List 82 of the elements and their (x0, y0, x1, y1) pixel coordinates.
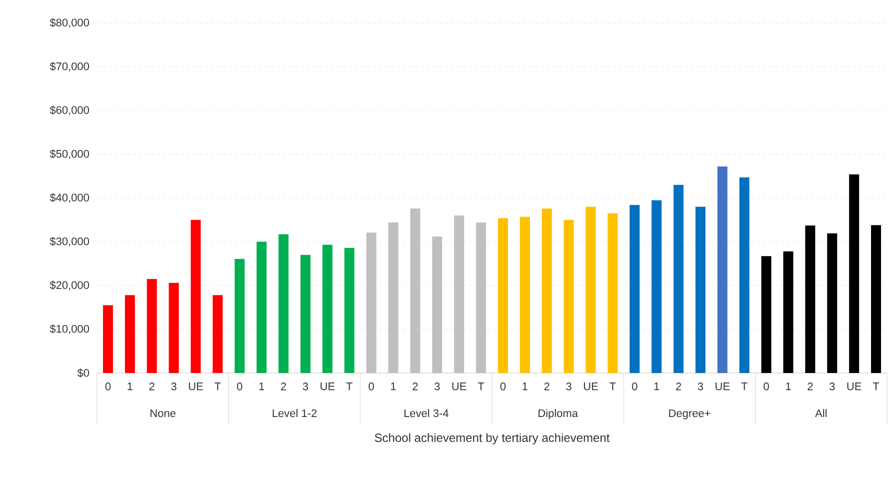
text: Diploma (538, 409, 578, 420)
x-tick-label: 3 (566, 382, 572, 390)
bar (674, 184, 684, 373)
bar (695, 206, 706, 373)
bar (630, 205, 640, 373)
bar (542, 208, 552, 373)
y-tick-label: $10,000 (50, 324, 90, 334)
x-tick-label: 2 (544, 382, 550, 390)
x-tick-label: T (741, 382, 748, 390)
x-tick-label: 1 (522, 382, 528, 390)
bar (849, 174, 860, 373)
bar (300, 254, 310, 373)
x-tick-label: T (346, 382, 352, 390)
y-tick-label: $80,000 (50, 18, 90, 28)
x-tick-label: UE (847, 382, 862, 390)
y-tick-label: $70,000 (50, 62, 90, 72)
text: None (150, 409, 176, 418)
bar (520, 216, 530, 373)
x-tick-label: 1 (786, 382, 791, 390)
bar (586, 206, 596, 373)
y-tick-label: $50,000 (50, 149, 90, 160)
x-tick-label: 2 (281, 382, 286, 390)
x-tick-label: 3 (434, 382, 440, 390)
bar (564, 220, 574, 373)
x-tick-label: UE (452, 382, 466, 390)
x-tick-label: 3 (830, 382, 835, 390)
x-tick-label: T (214, 382, 221, 390)
x-tick-label: 0 (764, 382, 769, 390)
bar (498, 218, 508, 373)
x-tick-label: 3 (698, 382, 704, 390)
y-tick-label: $40,000 (50, 193, 90, 203)
bar (608, 213, 618, 373)
bar (190, 220, 201, 373)
bar (739, 177, 750, 373)
bar (102, 305, 113, 373)
bar (256, 242, 267, 373)
bar (805, 226, 816, 373)
bar (124, 295, 135, 373)
x-tick-label: 1 (259, 382, 264, 390)
bar (278, 234, 289, 373)
bar (871, 225, 882, 373)
y-tick-label: $60,000 (50, 106, 90, 116)
y-tick-label: $0 (77, 368, 90, 378)
text: Degree+ (669, 409, 710, 420)
bar (168, 282, 179, 373)
bar (322, 244, 332, 373)
x-tick-label: 2 (676, 382, 682, 390)
x-tick-label: 2 (808, 382, 813, 390)
x-tick-label: 1 (128, 382, 132, 390)
x-tick-label: 0 (500, 382, 506, 390)
x-tick-label: 2 (412, 382, 418, 390)
x-tick-label: 0 (368, 382, 374, 390)
x-tick-label: T (872, 382, 880, 390)
x-tick-label: 3 (302, 382, 308, 390)
x-tick-label: 0 (237, 382, 242, 390)
x-tick-label: UE (188, 382, 203, 390)
x-tick-label: 2 (149, 382, 154, 390)
x-tick-label: 1 (391, 382, 396, 390)
x-tick-label: UE (584, 382, 598, 390)
x-tick-label: UE (716, 382, 730, 390)
bar (344, 248, 354, 373)
bar (234, 258, 245, 373)
x-axis-title: School achievement by tertiary achievement (374, 433, 610, 444)
bar (827, 233, 838, 373)
x-tick-label: T (610, 382, 616, 390)
bar (212, 295, 223, 373)
x-tick-label: 1 (654, 382, 660, 390)
y-tick-label: $20,000 (50, 280, 90, 290)
x-tick-label: 0 (632, 382, 638, 390)
x-tick-label: UE (320, 382, 335, 390)
bar (783, 251, 794, 373)
text: All (815, 409, 827, 417)
bar (652, 200, 662, 373)
x-tick-label: 3 (171, 382, 176, 390)
bar (146, 278, 157, 373)
text: Level 3-4 (404, 409, 448, 418)
y-tick-label: $30,000 (50, 236, 90, 247)
bar (717, 166, 728, 373)
text: Level 1-2 (272, 409, 317, 418)
x-tick-label: T (478, 382, 484, 390)
bar (761, 256, 772, 373)
x-tick-label: 0 (105, 382, 111, 390)
